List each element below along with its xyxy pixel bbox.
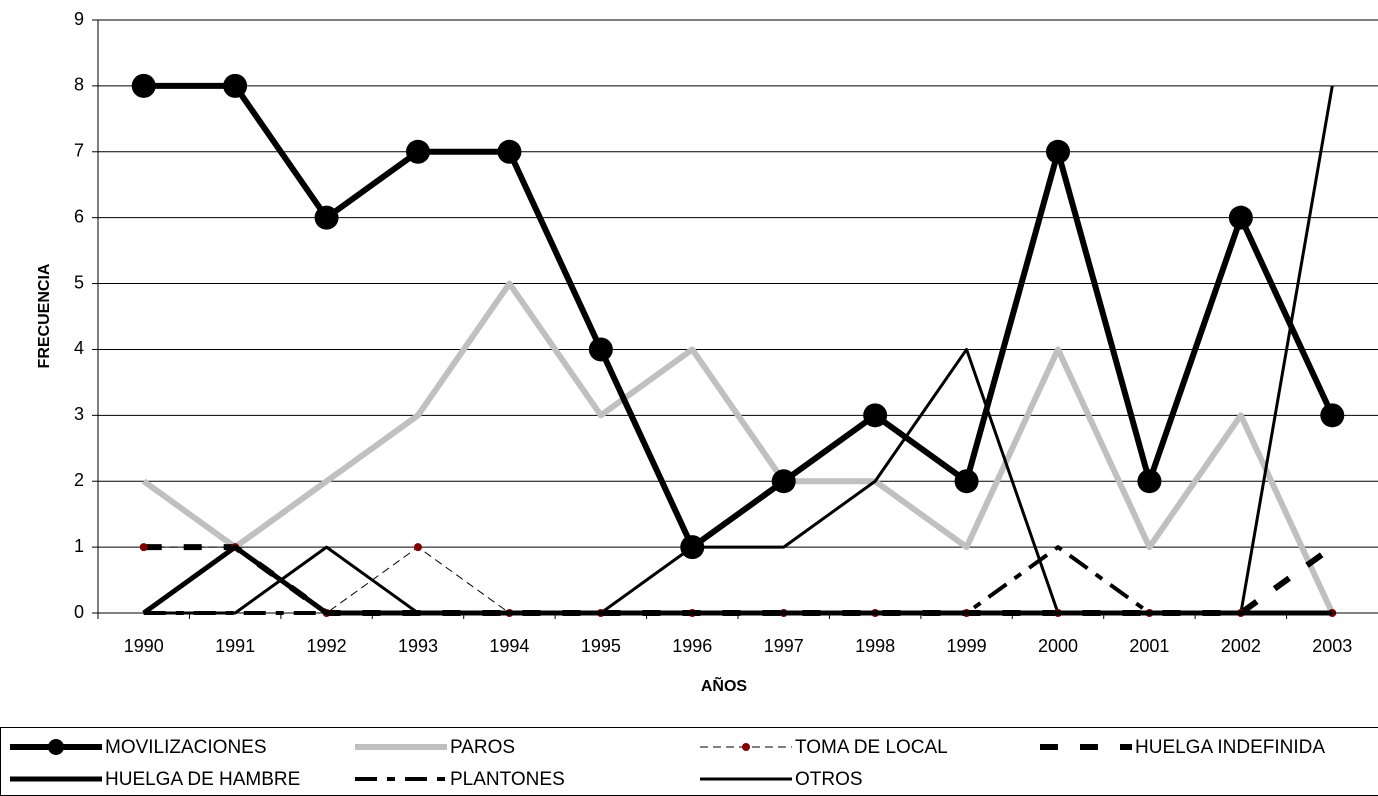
point <box>680 535 705 560</box>
y-tick-label: 8 <box>74 75 84 95</box>
x-tick-label: 1997 <box>764 636 804 656</box>
x-tick-label: 2000 <box>1038 636 1078 656</box>
x-tick-label: 1993 <box>398 636 438 656</box>
y-tick-label: 2 <box>74 470 84 490</box>
x-tick-label: 1994 <box>489 636 529 656</box>
point <box>131 73 156 98</box>
y-tick-label: 5 <box>74 272 84 292</box>
legend-label: TOMA DE LOCAL <box>795 737 948 758</box>
x-tick-label: 1992 <box>307 636 347 656</box>
x-tick-label: 2002 <box>1221 636 1261 656</box>
y-tick-label: 1 <box>74 536 84 556</box>
y-tick-label: 3 <box>74 404 84 424</box>
x-tick-label: 1998 <box>855 636 895 656</box>
legend-label: PLANTONES <box>450 769 565 790</box>
y-tick-label: 0 <box>74 602 84 622</box>
series-line <box>143 544 1335 616</box>
legend-label: MOVILIZACIONES <box>105 737 267 758</box>
y-tick-label: 4 <box>74 338 84 358</box>
point <box>414 543 422 552</box>
legend-label: HUELGA INDEFINIDA <box>1135 737 1325 758</box>
series-line <box>143 546 1333 614</box>
legend-marker <box>742 743 750 751</box>
y-tick-label: 6 <box>74 206 84 226</box>
point <box>314 205 339 230</box>
x-axis-label: AÑOS <box>701 675 748 695</box>
point <box>139 543 148 552</box>
point <box>497 139 522 164</box>
series-line <box>143 82 1336 551</box>
point <box>954 469 979 494</box>
point <box>406 139 430 164</box>
x-tick-label: 1996 <box>672 636 712 656</box>
point <box>1046 139 1070 164</box>
x-tick-label: 1991 <box>215 636 255 656</box>
legend-label: HUELGA DE HAMBRE <box>105 769 300 790</box>
legend-marker <box>48 739 64 755</box>
point <box>1137 469 1162 494</box>
series-line <box>143 545 1333 615</box>
y-tick-label: 7 <box>74 141 84 161</box>
point <box>588 337 613 362</box>
point <box>1320 403 1345 428</box>
point <box>223 73 248 98</box>
series-line <box>142 544 1333 616</box>
x-tick-label: 1990 <box>124 636 164 656</box>
point <box>771 469 796 494</box>
y-axis-label: FRECUENCIA <box>36 263 53 368</box>
point <box>863 403 888 428</box>
x-tick-label: 1999 <box>947 636 987 656</box>
x-tick-label: 2001 <box>1129 636 1169 656</box>
legend-label: OTROS <box>795 769 863 790</box>
legend-label: PAROS <box>450 737 515 758</box>
x-tick-label: 2003 <box>1312 636 1352 656</box>
x-tick-label: 1995 <box>581 636 621 656</box>
series-line <box>141 280 1336 615</box>
point <box>1228 205 1253 230</box>
y-tick-label: 9 <box>74 9 84 29</box>
